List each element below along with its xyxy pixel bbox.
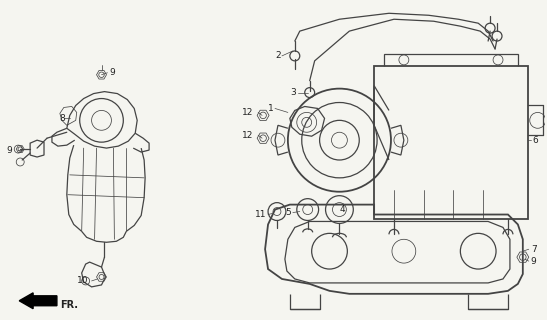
Text: 5: 5 bbox=[285, 208, 290, 217]
Text: 4: 4 bbox=[340, 205, 345, 214]
FancyArrow shape bbox=[19, 293, 57, 309]
Text: 12: 12 bbox=[242, 108, 254, 117]
Text: 1: 1 bbox=[268, 104, 274, 113]
Text: FR.: FR. bbox=[60, 300, 78, 310]
Text: 7: 7 bbox=[531, 245, 537, 254]
Text: 12: 12 bbox=[242, 131, 254, 140]
Text: 9: 9 bbox=[531, 257, 537, 266]
Text: 8: 8 bbox=[59, 114, 65, 123]
Text: 11: 11 bbox=[255, 210, 266, 219]
Text: 9: 9 bbox=[109, 68, 115, 77]
Text: 6: 6 bbox=[533, 136, 538, 145]
Text: 3: 3 bbox=[290, 88, 295, 97]
Text: 9: 9 bbox=[7, 146, 12, 155]
Text: 2: 2 bbox=[275, 52, 281, 60]
Bar bbox=[374, 66, 528, 220]
Text: 10: 10 bbox=[77, 276, 88, 285]
